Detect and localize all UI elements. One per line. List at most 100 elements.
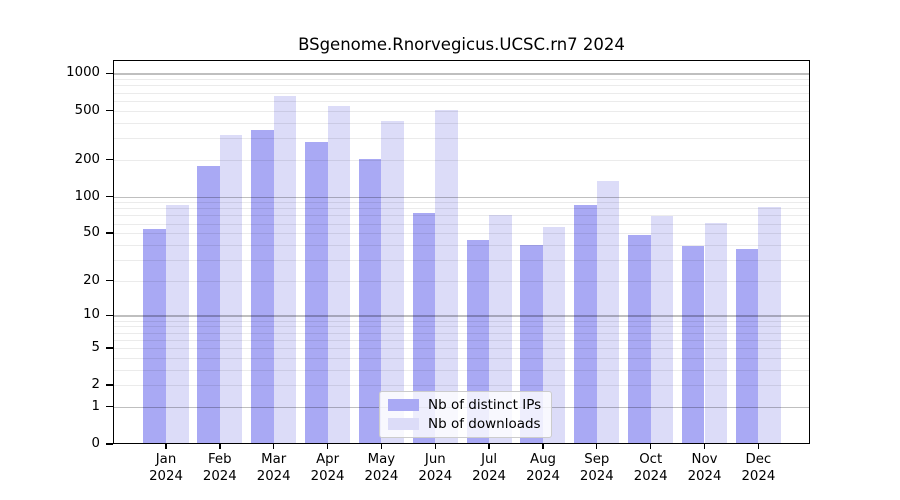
gridline-minor bbox=[113, 332, 810, 334]
legend: Nb of distinct IPs Nb of downloads bbox=[379, 391, 553, 438]
bar-distinct-ips-jun bbox=[412, 213, 436, 444]
gridline-minor bbox=[113, 85, 810, 87]
legend-label-downloads: Nb of downloads bbox=[428, 416, 541, 432]
x-tick-label-sep: Sep 2024 bbox=[579, 452, 614, 484]
y-tick-label: 10 bbox=[83, 307, 100, 323]
y-tick-mark bbox=[106, 406, 113, 408]
bar-distinct-ips-sep bbox=[574, 205, 597, 444]
legend-swatch-distinct-ips-icon bbox=[388, 399, 419, 411]
bar-downloads-aug bbox=[542, 227, 566, 444]
x-tick-label-feb: Feb 2024 bbox=[202, 452, 237, 484]
gridline-minor bbox=[113, 159, 810, 161]
gridline-minor bbox=[113, 357, 810, 359]
y-tick-label: 2 bbox=[91, 377, 100, 393]
chart-title: BSgenome.Rnorvegicus.UCSC.rn7 2024 bbox=[298, 35, 625, 54]
gridline-minor bbox=[113, 320, 810, 322]
y-tick-label: 0 bbox=[91, 436, 100, 451]
x-tick-mark bbox=[596, 444, 598, 449]
x-tick-mark bbox=[650, 444, 652, 449]
gridline-minor bbox=[113, 92, 810, 94]
legend-swatch-downloads-icon bbox=[388, 418, 419, 430]
y-tick-mark bbox=[106, 232, 113, 234]
x-tick-label-jan: Jan 2024 bbox=[149, 452, 183, 484]
gridline-minor bbox=[113, 79, 810, 81]
y-tick-mark bbox=[106, 109, 113, 112]
gridline-minor bbox=[113, 100, 810, 102]
y-tick-mark bbox=[106, 314, 113, 317]
gridline-minor bbox=[113, 223, 810, 225]
bar-distinct-ips-nov bbox=[681, 246, 705, 444]
x-tick-mark bbox=[488, 444, 490, 449]
gridline-minor bbox=[113, 137, 810, 139]
y-tick-mark bbox=[106, 195, 113, 198]
y-tick-label: 20 bbox=[83, 272, 100, 288]
y-tick-label: 1 bbox=[91, 398, 100, 414]
bar-distinct-ips-feb bbox=[197, 166, 220, 444]
legend-item-distinct-ips: Nb of distinct IPs bbox=[388, 397, 541, 413]
bar-downloads-jan bbox=[166, 205, 189, 444]
bar-downloads-nov bbox=[704, 222, 728, 444]
bar-downloads-oct bbox=[650, 216, 674, 444]
bar-downloads-mar bbox=[273, 96, 297, 444]
y-tick-mark bbox=[106, 158, 113, 161]
bar-distinct-ips-dec bbox=[735, 248, 759, 444]
y-tick-label: 5 bbox=[91, 339, 100, 355]
y-tick-label: 100 bbox=[74, 188, 100, 204]
bar-distinct-ips-mar bbox=[251, 130, 274, 444]
gridline-minor bbox=[113, 347, 810, 349]
x-tick-label-may: May 2024 bbox=[364, 452, 399, 484]
gridline-major bbox=[113, 196, 810, 198]
bar-downloads-apr bbox=[327, 106, 351, 444]
x-tick-mark bbox=[273, 444, 275, 449]
bar-distinct-ips-oct bbox=[628, 235, 651, 444]
y-tick-label: 500 bbox=[74, 102, 100, 118]
gridline-major bbox=[113, 73, 810, 75]
x-tick-mark bbox=[542, 444, 544, 449]
bar-downloads-may bbox=[381, 121, 404, 444]
y-tick-mark bbox=[106, 443, 113, 445]
bar-distinct-ips-jan bbox=[143, 229, 166, 444]
y-tick-mark bbox=[106, 347, 113, 349]
x-tick-mark bbox=[380, 444, 383, 449]
x-tick-label-mar: Mar 2024 bbox=[256, 452, 291, 484]
gridline-minor bbox=[113, 110, 810, 112]
x-tick-label-aug: Aug 2024 bbox=[526, 452, 560, 484]
x-tick-label-dec: Dec 2024 bbox=[741, 452, 776, 484]
bar-downloads-feb bbox=[219, 135, 243, 444]
gridline-minor bbox=[113, 385, 810, 387]
gridline-minor bbox=[113, 233, 810, 235]
bar-distinct-ips-apr bbox=[305, 141, 328, 444]
bar-distinct-ips-may bbox=[358, 159, 382, 444]
gridline-minor bbox=[113, 259, 810, 261]
x-tick-mark bbox=[434, 444, 436, 449]
gridline-minor bbox=[113, 215, 810, 217]
bar-downloads-jul bbox=[489, 215, 512, 444]
gridline-minor bbox=[113, 208, 810, 210]
y-tick-mark bbox=[106, 384, 113, 386]
x-tick-label-jul: Jul 2024 bbox=[472, 452, 507, 484]
bar-downloads-sep bbox=[596, 180, 620, 444]
x-tick-mark bbox=[757, 444, 759, 449]
gridline-minor bbox=[113, 339, 810, 341]
bar-downloads-dec bbox=[758, 207, 781, 444]
x-tick-mark bbox=[326, 444, 329, 449]
x-tick-label-nov: Nov 2024 bbox=[687, 452, 722, 484]
plot-area: Nb of distinct IPs Nb of downloads bbox=[113, 60, 810, 444]
gridline-minor bbox=[113, 369, 810, 371]
gridline-minor bbox=[113, 122, 810, 124]
y-tick-mark bbox=[106, 72, 113, 75]
y-tick-label: 200 bbox=[74, 151, 100, 167]
y-tick-label: 50 bbox=[83, 225, 100, 241]
gridline-major bbox=[113, 315, 810, 317]
legend-item-downloads: Nb of downloads bbox=[388, 416, 541, 432]
x-tick-label-apr: Apr 2024 bbox=[310, 452, 345, 484]
bar-downloads-jun bbox=[435, 110, 458, 444]
y-tick-mark bbox=[106, 280, 113, 282]
x-tick-mark bbox=[703, 444, 706, 449]
x-tick-mark bbox=[165, 444, 167, 449]
gridline-minor bbox=[113, 326, 810, 328]
x-tick-label-jun: Jun 2024 bbox=[418, 452, 453, 484]
gridline-minor bbox=[113, 202, 810, 204]
legend-label-distinct-ips: Nb of distinct IPs bbox=[428, 397, 542, 413]
